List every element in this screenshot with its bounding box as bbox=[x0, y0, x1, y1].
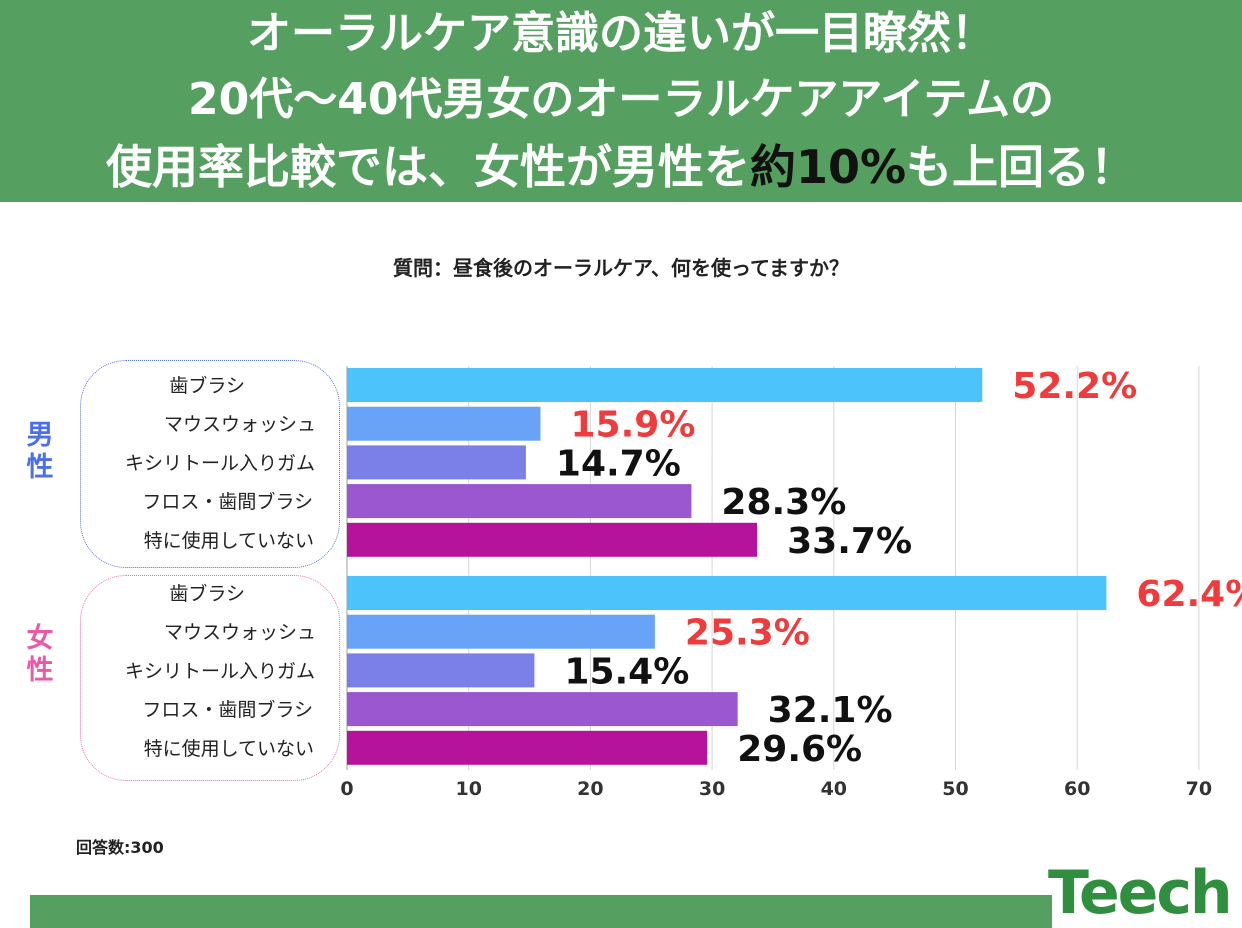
x-tick-label: 40 bbox=[821, 778, 847, 800]
title-line-3-post: も上回る！ bbox=[906, 140, 1137, 194]
category-label: 歯ブラシ bbox=[169, 374, 245, 397]
bar bbox=[347, 692, 738, 727]
category-label: キシリトール入りガム bbox=[125, 660, 315, 682]
x-tick-label: 60 bbox=[1064, 778, 1090, 800]
bar bbox=[347, 576, 1107, 610]
bar bbox=[347, 406, 541, 441]
title-line-3-highlight: 約10% bbox=[749, 140, 907, 194]
data-label: 32.1% bbox=[768, 690, 893, 731]
title-line-2: 20代～40代男女のオーラルケアアイテムの bbox=[187, 74, 1055, 125]
title-banner: オーラルケア意識の違いが一目瞭然！ 20代～40代男女のオーラルケアアイテムの … bbox=[0, 0, 1242, 202]
title-line-1: オーラルケア意識の違いが一目瞭然！ bbox=[247, 8, 995, 59]
category-label: マウスウォッシュ bbox=[164, 622, 316, 644]
category-label: キシリトール入りガム bbox=[125, 452, 315, 474]
female-group-label: 女性 bbox=[26, 623, 54, 686]
category-label: フロス・歯間ブラシ bbox=[142, 698, 313, 721]
bar bbox=[347, 653, 535, 688]
data-label: 62.4% bbox=[1136, 574, 1242, 615]
response-count: 回答数:300 bbox=[76, 838, 164, 857]
female-group-box bbox=[80, 575, 340, 781]
bar bbox=[347, 484, 692, 519]
category-label: 歯ブラシ bbox=[169, 582, 245, 605]
male-group-label: 男性 bbox=[26, 420, 54, 483]
x-tick-label: 30 bbox=[699, 778, 725, 800]
x-tick-label: 10 bbox=[455, 778, 481, 800]
data-label: 15.4% bbox=[564, 651, 689, 692]
bar bbox=[347, 522, 758, 557]
x-tick-label: 0 bbox=[340, 778, 353, 800]
title-line-3-pre: 使用率比較では、女性が男性を bbox=[105, 140, 750, 194]
male-group-box bbox=[80, 360, 340, 568]
category-label: 特に使用していない bbox=[144, 738, 314, 760]
x-tick-label: 50 bbox=[942, 778, 968, 800]
category-label: フロス・歯間ブラシ bbox=[142, 490, 313, 513]
data-label: 33.7% bbox=[787, 521, 912, 562]
question-text: 質問：昼食後のオーラルケア、何を使ってますか？ bbox=[393, 256, 849, 280]
category-label: マウスウォッシュ bbox=[164, 414, 316, 436]
data-label: 14.7% bbox=[556, 443, 681, 484]
data-label: 29.6% bbox=[737, 729, 862, 770]
data-label: 15.9% bbox=[571, 405, 696, 446]
category-label: 特に使用していない bbox=[144, 530, 314, 552]
bar bbox=[347, 445, 526, 480]
x-tick-label: 70 bbox=[1186, 778, 1212, 800]
bar bbox=[347, 730, 708, 765]
data-label: 25.3% bbox=[685, 613, 810, 654]
teech-logo: Teech bbox=[1048, 858, 1233, 928]
bar bbox=[347, 368, 983, 402]
bottom-bar bbox=[30, 895, 1052, 928]
data-label: 52.2% bbox=[1012, 366, 1137, 407]
bar bbox=[347, 614, 655, 649]
data-label: 28.3% bbox=[721, 482, 846, 523]
title-line-3: 使用率比較では、女性が男性を約10%も上回る！ bbox=[0, 136, 1242, 198]
x-tick-label: 20 bbox=[577, 778, 603, 800]
